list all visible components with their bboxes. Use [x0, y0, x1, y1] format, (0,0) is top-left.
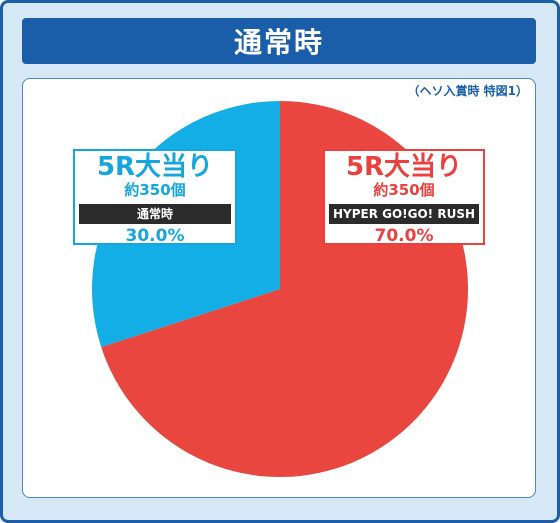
chart-title: 通常時: [22, 18, 536, 64]
callout-normal-label: 5R大当り: [96, 152, 214, 182]
callout-hyper-rush-percent: 70.0%: [374, 226, 434, 246]
callout-hyper-rush: 5R大当り 約350個 HYPER GO!GO! RUSH 70.0%: [323, 149, 485, 246]
callout-normal-balls: 約350個: [124, 181, 186, 199]
callout-hyper-rush-balls: 約350個: [373, 181, 435, 199]
callout-hyper-rush-label: 5R大当り: [345, 152, 463, 182]
chart-note: （ヘソ入賞時 特図1）: [407, 84, 528, 98]
callout-hyper-rush-mode: HYPER GO!GO! RUSH: [329, 204, 479, 224]
callout-normal: 5R大当り 約350個 通常時 30.0%: [73, 149, 237, 246]
callout-normal-mode: 通常時: [79, 204, 231, 224]
callout-normal-percent: 30.0%: [125, 226, 185, 246]
